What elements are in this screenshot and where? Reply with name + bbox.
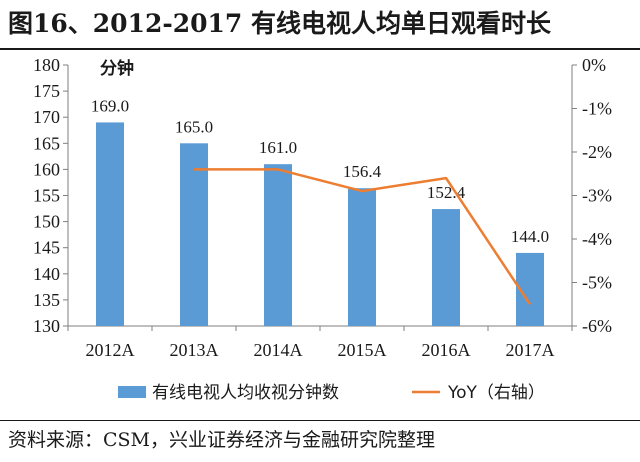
- left-tick-label: 135: [33, 290, 60, 310]
- legend-bar-label: 有线电视人均收视分钟数: [152, 383, 339, 403]
- legend-bar-swatch: [118, 386, 146, 398]
- left-tick-label: 155: [33, 186, 60, 206]
- bar-data-label: 161.0: [259, 138, 297, 157]
- left-tick-label: 140: [33, 264, 60, 284]
- left-tick-label: 165: [33, 133, 60, 153]
- bar-data-label: 156.4: [343, 162, 382, 181]
- bar-data-label: 144.0: [511, 227, 549, 246]
- right-tick-label: -5%: [582, 273, 612, 293]
- right-tick-label: -1%: [582, 99, 612, 119]
- right-tick-label: -2%: [582, 142, 612, 162]
- right-tick-label: 0%: [582, 55, 606, 75]
- bar-data-label: 152.4: [427, 183, 466, 202]
- x-tick-label: 2017A: [506, 340, 555, 360]
- yoy-line: [194, 168, 532, 305]
- chart-title: 图16、2012-2017 有线电视人均单日观看时长: [8, 9, 552, 38]
- left-tick-label: 150: [33, 212, 60, 232]
- bar-data-label: 169.0: [91, 96, 129, 115]
- right-tick-label: -6%: [582, 316, 612, 336]
- x-tick-label: 2016A: [422, 340, 471, 360]
- bar: [96, 122, 124, 326]
- x-tick-label: 2013A: [170, 340, 219, 360]
- title-divider: [0, 48, 640, 50]
- x-tick-label: 2012A: [86, 340, 135, 360]
- left-tick-label: 170: [33, 107, 60, 127]
- left-tick-label: 145: [33, 238, 60, 258]
- left-y-axis: 130 135 140 145 150 155 160 165 170 175 180: [33, 55, 69, 336]
- x-tick-label: 2014A: [254, 340, 303, 360]
- x-axis: 2012A 2013A 2014A 2015A 2016A 2017A: [67, 325, 573, 360]
- left-tick-label: 180: [33, 55, 60, 75]
- right-tick-label: -3%: [582, 186, 612, 206]
- bar-data-labels: 169.0 165.0 161.0 156.4 152.4 144.0: [91, 96, 549, 246]
- bar-data-label: 165.0: [175, 117, 213, 136]
- left-tick-label: 160: [33, 159, 60, 179]
- left-tick-label: 175: [33, 81, 60, 101]
- yoy-line-series: [194, 168, 532, 305]
- bar-series: [96, 122, 544, 326]
- chart-legend: 有线电视人均收视分钟数 YoY（右轴）: [118, 383, 545, 403]
- legend-line-label: YoY（右轴）: [447, 383, 545, 403]
- bar: [348, 188, 376, 326]
- chart-canvas: 130 135 140 145 150 155 160 165 170 175 180 0% -1% -…: [33, 55, 612, 403]
- source-note: 资料来源：CSM，兴业证券经济与金融研究院整理: [8, 429, 436, 451]
- right-tick-label: -4%: [582, 229, 612, 249]
- right-y-axis: 0% -1% -2% -3% -4% -5% -6%: [571, 55, 612, 336]
- x-tick-label: 2015A: [338, 340, 387, 360]
- footer-divider: [0, 420, 640, 421]
- left-tick-label: 130: [33, 316, 60, 336]
- left-axis-unit-label: 分钟: [100, 58, 134, 79]
- bar: [264, 164, 292, 326]
- bar: [180, 143, 208, 326]
- bar: [432, 209, 460, 326]
